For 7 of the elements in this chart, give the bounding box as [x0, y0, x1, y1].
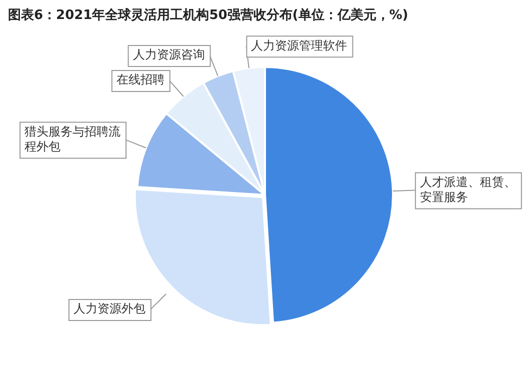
slice-label: 人力资源外包: [73, 302, 146, 316]
chart-title: 图表6：2021年全球灵活用工机构50强营收分布(单位：亿美元，%): [8, 6, 408, 24]
slice-label: 人力资源管理软件: [251, 38, 348, 52]
slice-label: 在线招聘: [116, 72, 164, 87]
slice-label: 猎头服务与招聘流程外包: [24, 124, 121, 154]
slice-label: 人才派遣、租赁、安置服务: [420, 174, 516, 204]
slice-label: 人力资源咨询: [132, 48, 205, 62]
